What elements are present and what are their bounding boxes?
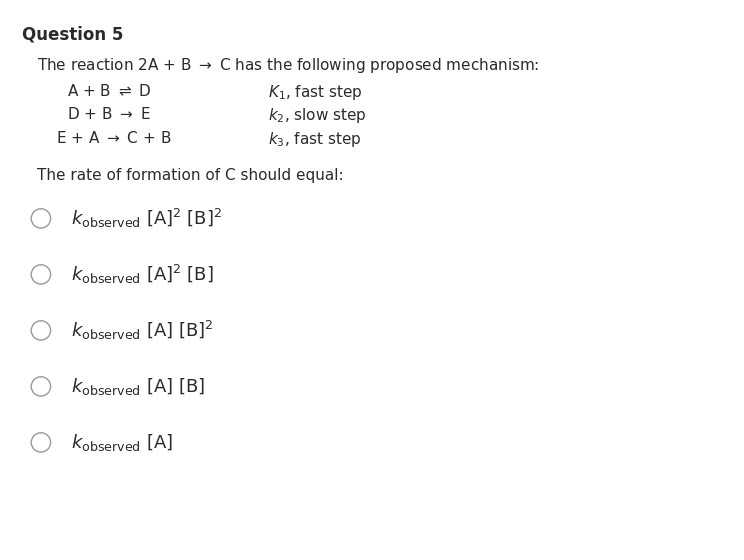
Text: The reaction 2A + B $\rightarrow$ C has the following proposed mechanism:: The reaction 2A + B $\rightarrow$ C has … (37, 56, 539, 75)
Text: E + A $\rightarrow$ C + B: E + A $\rightarrow$ C + B (56, 130, 171, 146)
Text: $K_1$, fast step: $K_1$, fast step (268, 83, 362, 102)
Text: A + B $\rightleftharpoons$ D: A + B $\rightleftharpoons$ D (67, 83, 152, 99)
Text: $k_\mathrm{observed}$ [A]$^2$ [B]$^2$: $k_\mathrm{observed}$ [A]$^2$ [B]$^2$ (71, 207, 222, 230)
Text: $k_3$, fast step: $k_3$, fast step (268, 130, 362, 149)
Text: $k_\mathrm{observed}$ [A] [B]$^2$: $k_\mathrm{observed}$ [A] [B]$^2$ (71, 319, 213, 342)
Text: D + B $\rightarrow$ E: D + B $\rightarrow$ E (67, 106, 151, 123)
Text: The rate of formation of C should equal:: The rate of formation of C should equal: (37, 168, 344, 183)
Text: Question 5: Question 5 (22, 25, 124, 43)
Text: $k_2$, slow step: $k_2$, slow step (268, 106, 367, 125)
Text: $k_\mathrm{observed}$ [A]: $k_\mathrm{observed}$ [A] (71, 432, 173, 453)
Text: $k_\mathrm{observed}$ [A] [B]: $k_\mathrm{observed}$ [A] [B] (71, 376, 205, 397)
Text: $k_\mathrm{observed}$ [A]$^2$ [B]: $k_\mathrm{observed}$ [A]$^2$ [B] (71, 263, 214, 286)
